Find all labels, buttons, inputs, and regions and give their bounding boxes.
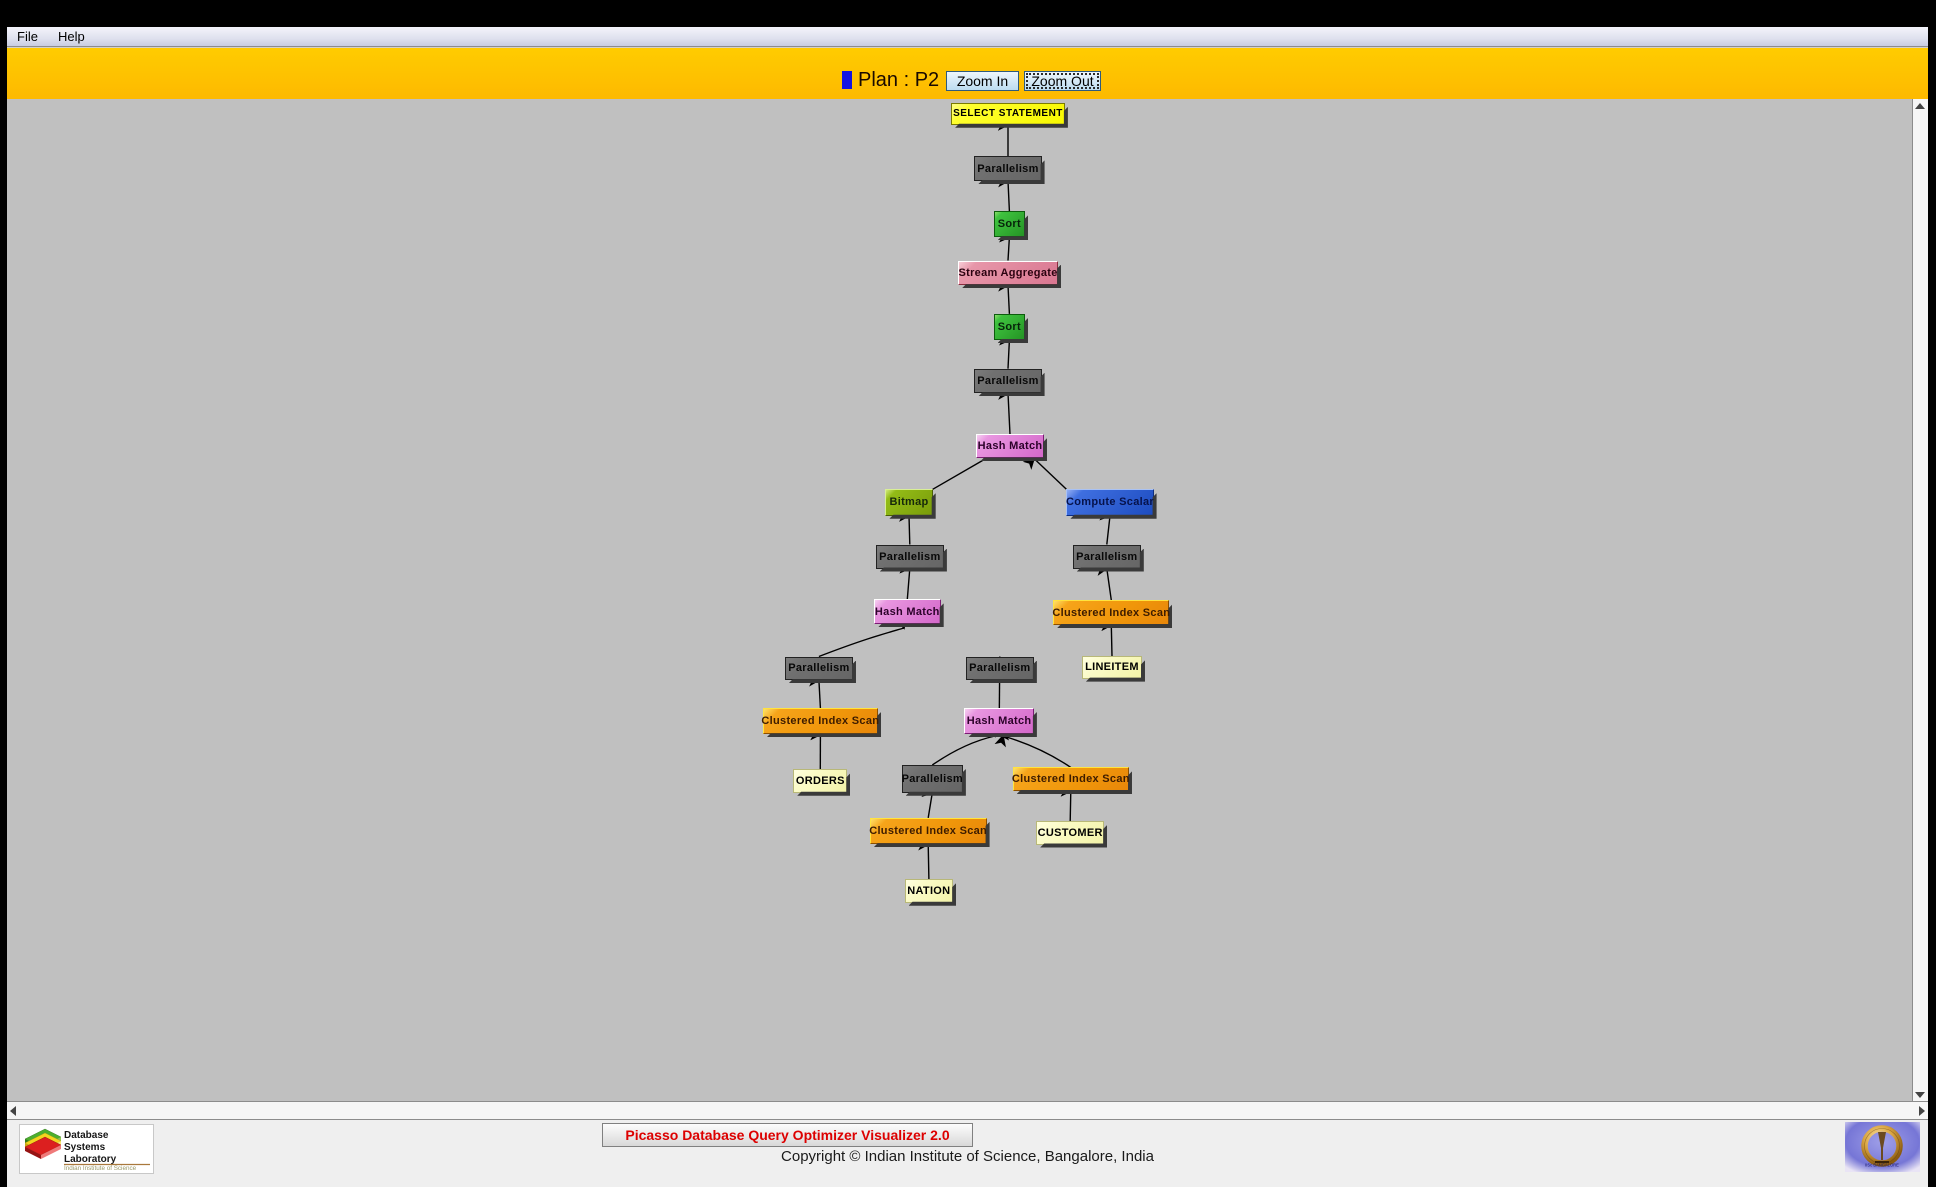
svg-text:Indian Institute of Science: Indian Institute of Science [64,1165,137,1172]
svg-text:Database: Database [64,1130,109,1141]
svg-text:IISc BANGALORE: IISc BANGALORE [1865,1163,1899,1168]
